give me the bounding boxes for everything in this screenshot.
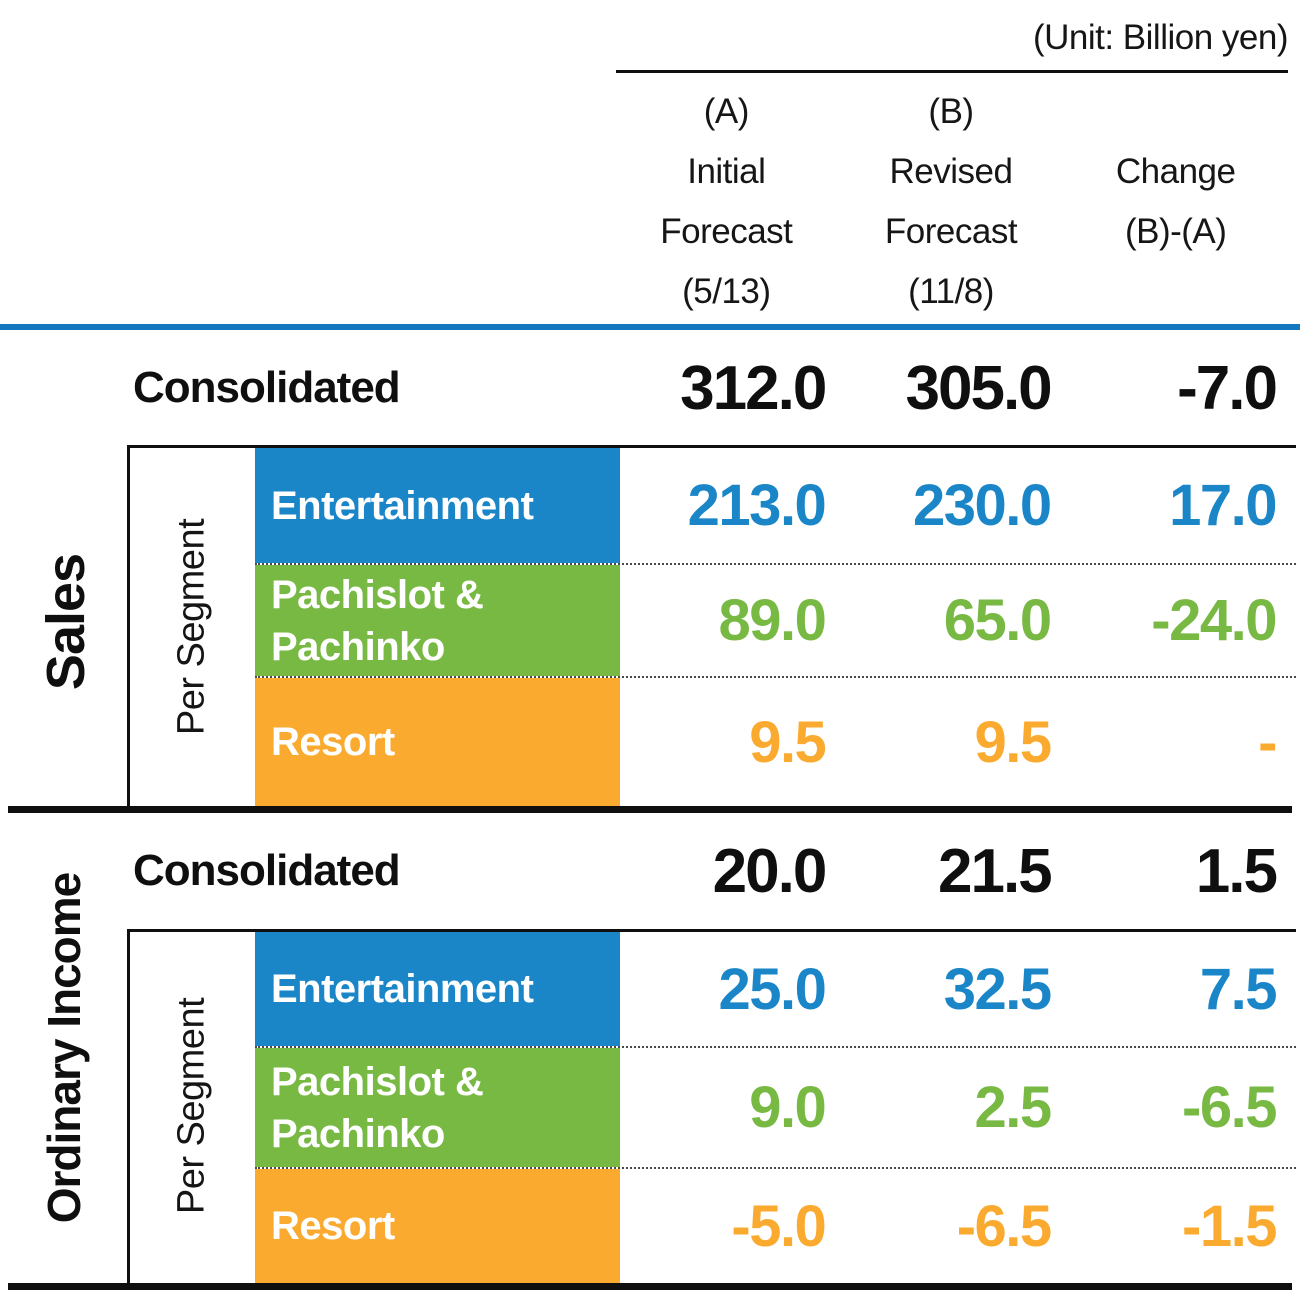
sales-entertainment-values: 213.0 230.0 17.0 [600,448,1278,563]
sales-entertainment-revised-value: 230.0 [913,473,1052,538]
column-header-b-line3: Forecast [884,212,1018,251]
sales-section-title: Sales [36,553,96,691]
column-header-revised-forecast: (B) Revised Forecast (11/8) [839,82,1064,322]
ordinary-income-resort-revised-value: -6.5 [956,1193,1052,1259]
column-header-a-line3: Forecast [660,212,793,251]
ordinary-income-resort-initial-value: -5.0 [731,1193,826,1259]
sales-entertainment-change-value: 17.0 [1169,473,1277,538]
sales-consolidated-values: 312.0 305.0 -7.0 [600,331,1278,445]
ordinary-income-pachislot-pachinko-revised-value: 2.5 [974,1075,1053,1140]
column-header-a-line1: (A) [703,92,750,131]
ordinary-income-pachislot-pachinko-label: Pachislot & Pachinko [255,1048,620,1167]
sales-pachislot-pachinko-revised-value: 65.0 [943,588,1052,653]
sales-per-segment-label: Per Segment [170,518,213,736]
ordinary-income-consolidated-values: 20.0 21.5 1.5 [600,813,1278,929]
ordinary-income-entertainment-change-value: 7.5 [1199,956,1278,1022]
ordinary-income-entertainment-revised-value: 32.5 [943,956,1052,1022]
ordinary-income-entertainment-initial-value: 25.0 [718,956,826,1022]
ordinary-income-row-pachislot-pachinko: Pachislot & Pachinko 9.0 2.5 -6.5 [255,1046,1296,1167]
column-header-change-line4 [1063,262,1288,322]
column-header-initial-forecast: (A) Initial Forecast (5/13) [614,82,839,322]
column-headers: (A) Initial Forecast (5/13) (B) Revised … [614,82,1288,322]
sales-per-segment-table: Entertainment 213.0 230.0 17.0 Pachislot… [127,445,1296,806]
sales-consolidated-initial-value: 312.0 [680,353,827,423]
sales-resort-change-value: - [1258,709,1277,775]
column-header-a-line4: (5/13) [682,272,771,311]
ordinary-income-pachislot-pachinko-values: 9.0 2.5 -6.5 [600,1048,1277,1167]
sales-resort-revised-value: 9.5 [974,709,1053,775]
ordinary-income-resort-change-value: -1.5 [1182,1193,1277,1259]
ordinary-income-pachislot-pachinko-change-value: -6.5 [1182,1075,1277,1140]
sales-row-entertainment: Entertainment 213.0 230.0 17.0 [255,448,1296,563]
ordinary-income-per-segment-label: Per Segment [170,997,213,1215]
ordinary-income-consolidated-revised-value: 21.5 [937,836,1053,906]
ordinary-income-row-resort: Resort -5.0 -6.5 -1.5 [255,1167,1296,1283]
column-header-change-line3: (B)-(A) [1124,212,1227,251]
sales-consolidated-change-value: -7.0 [1177,353,1278,423]
sales-consolidated-row: Consolidated 312.0 305.0 -7.0 [0,331,1300,445]
sales-consolidated-label: Consolidated [133,363,401,412]
ordinary-income-per-segment-table: Entertainment 25.0 32.5 7.5 Pachislot & … [127,929,1296,1283]
sales-resort-label: Resort [255,678,620,806]
ordinary-income-consolidated-label: Consolidated [133,846,401,895]
section-divider-rule [8,806,1292,813]
sales-entertainment-label: Entertainment [255,448,620,563]
column-header-b-line2: Revised [889,152,1013,191]
table-bottom-rule [8,1283,1292,1290]
header-top-rule [616,70,1288,73]
sales-resort-values: 9.5 9.5 - [600,678,1277,806]
sales-consolidated-revised-value: 305.0 [905,353,1053,423]
column-header-change: Change (B)-(A) [1063,82,1288,322]
sales-resort-initial-value: 9.5 [749,709,827,775]
ordinary-income-segment-rows: Entertainment 25.0 32.5 7.5 Pachislot & … [255,932,1296,1283]
column-header-b-line1: (B) [928,92,974,131]
ordinary-income-pachislot-pachinko-initial-value: 9.0 [749,1075,827,1140]
ordinary-income-entertainment-label: Entertainment [255,932,620,1046]
sales-row-pachislot-pachinko: Pachislot & Pachinko 89.0 65.0 -24.0 [255,563,1296,676]
column-header-b-line4: (11/8) [908,272,994,311]
sales-pachislot-pachinko-change-value: -24.0 [1151,588,1277,653]
sales-entertainment-initial-value: 213.0 [687,473,827,538]
ordinary-income-consolidated-change-value: 1.5 [1195,836,1278,906]
column-header-change-line1 [1063,82,1288,142]
sales-pachislot-pachinko-label: Pachislot & Pachinko [255,565,620,676]
ordinary-income-resort-values: -5.0 -6.5 -1.5 [600,1169,1277,1283]
ordinary-income-consolidated-initial-value: 20.0 [712,836,828,906]
sales-row-resort: Resort 9.5 9.5 - [255,676,1296,806]
sales-segment-rows: Entertainment 213.0 230.0 17.0 Pachislot… [255,448,1296,806]
sales-pachislot-pachinko-values: 89.0 65.0 -24.0 [600,565,1277,676]
ordinary-income-row-entertainment: Entertainment 25.0 32.5 7.5 [255,932,1296,1046]
header-separator-rule [0,324,1300,330]
sales-pachislot-pachinko-initial-value: 89.0 [718,588,826,653]
ordinary-income-entertainment-values: 25.0 32.5 7.5 [600,932,1278,1046]
ordinary-income-consolidated-row: Consolidated 20.0 21.5 1.5 [0,813,1300,929]
column-header-a-line2: Initial [687,152,766,191]
unit-label: (Unit: Billion yen) [1032,18,1289,57]
column-header-change-line2: Change [1115,152,1236,191]
ordinary-income-resort-label: Resort [255,1169,620,1283]
